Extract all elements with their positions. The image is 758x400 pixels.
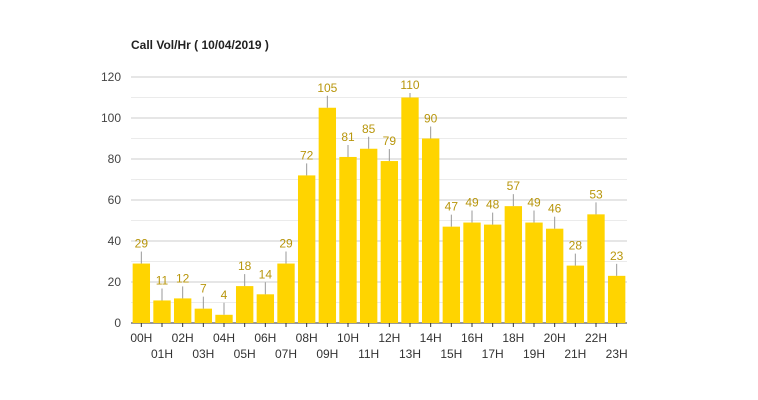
bar-12H: [380, 161, 399, 323]
bar-17H: [483, 224, 502, 323]
y-tick-label: 100: [101, 111, 121, 125]
data-label-13H: 110: [400, 78, 419, 92]
bar-20H: [545, 228, 564, 323]
bar-04H: [215, 314, 233, 323]
x-tick-label: 15H: [440, 347, 462, 361]
bar-23H: [607, 275, 626, 323]
x-tick-label: 18H: [502, 331, 524, 345]
bars: [132, 97, 626, 323]
bar-11H: [359, 148, 378, 323]
x-axis: 00H 01H 02H 03H 04H 05H 06H 07H 08H 09H 10H 11H 12H 1…: [130, 323, 628, 361]
bar-19H: [525, 222, 543, 323]
x-tick-label: 20H: [544, 331, 566, 345]
x-tick-label: 06H: [254, 331, 276, 345]
bar-16H: [463, 222, 481, 323]
data-labels: 29 11 12 7 4 18 14 29 72 105 81 85 79 110 90 47 49 48 57 49…: [135, 78, 624, 315]
data-label-05H: 18: [238, 259, 252, 273]
x-tick-label: 13H: [399, 347, 421, 361]
data-label-16H: 49: [465, 196, 479, 210]
x-tick-label: 10H: [337, 331, 359, 345]
x-tick-label: 22H: [585, 331, 607, 345]
data-label-23H: 23: [610, 249, 624, 263]
data-label-01H: 11: [156, 273, 169, 287]
bar-02H: [173, 298, 192, 323]
data-label-12H: 79: [383, 134, 397, 148]
y-tick-label: 20: [108, 275, 122, 289]
data-label-18H: 57: [507, 179, 521, 193]
data-label-17H: 48: [486, 198, 500, 212]
x-tick-label: 07H: [275, 347, 297, 361]
bar-03H: [194, 308, 213, 323]
bar-14H: [421, 138, 440, 323]
x-tick-label: 01H: [151, 347, 173, 361]
data-label-14H: 90: [424, 112, 438, 126]
data-label-20H: 46: [548, 202, 562, 216]
data-label-15H: 47: [445, 200, 459, 214]
bar-10H: [339, 156, 357, 323]
bar-09H: [318, 107, 337, 323]
y-tick-label: 40: [108, 234, 122, 248]
x-tick-label: 03H: [192, 347, 214, 361]
bar-07H: [277, 263, 295, 323]
bar-15H: [442, 226, 461, 323]
data-label-09H: 105: [317, 81, 337, 95]
bar-22H: [587, 214, 605, 323]
bar-08H: [297, 175, 316, 323]
data-label-19H: 49: [527, 196, 541, 210]
data-label-00H: 29: [135, 237, 149, 251]
x-tick-label: 14H: [420, 331, 442, 345]
y-tick-label: 60: [108, 193, 122, 207]
y-tick-label: 120: [101, 70, 121, 84]
x-tick-label: 16H: [461, 331, 483, 345]
x-tick-label: 02H: [172, 331, 194, 345]
x-tick-label: 04H: [213, 331, 235, 345]
x-tick-label: 17H: [482, 347, 504, 361]
data-label-08H: 72: [300, 148, 314, 162]
bar-05H: [235, 286, 254, 323]
data-label-06H: 14: [259, 267, 273, 281]
x-tick-label: 23H: [606, 347, 628, 361]
bar-06H: [256, 294, 275, 323]
x-tick-label: 11H: [358, 347, 379, 361]
x-tick-label: 08H: [296, 331, 318, 345]
data-label-02H: 12: [176, 271, 190, 285]
data-label-04H: 4: [221, 288, 228, 302]
x-tick-label: 12H: [378, 331, 400, 345]
x-tick-label: 21H: [564, 347, 586, 361]
x-tick-label: 05H: [234, 347, 256, 361]
y-tick-label: 80: [108, 152, 122, 166]
chart-title: Call Vol/Hr ( 10/04/2019 ): [131, 38, 269, 52]
bar-13H: [401, 97, 419, 323]
bar-21H: [566, 265, 585, 323]
data-label-21H: 28: [569, 239, 583, 253]
y-tick-label: 0: [114, 316, 121, 330]
y-axis: 0 20 40 60 80 100 120: [101, 70, 121, 330]
data-label-22H: 53: [589, 187, 603, 201]
x-tick-label: 00H: [130, 331, 152, 345]
data-label-03H: 7: [200, 282, 207, 296]
bar-01H: [153, 300, 171, 323]
x-tick-label: 09H: [316, 347, 338, 361]
bar-00H: [132, 263, 151, 323]
data-label-07H: 29: [279, 237, 293, 251]
x-tick-label: 19H: [523, 347, 545, 361]
data-label-11H: 85: [362, 122, 376, 136]
gridlines: [131, 76, 627, 324]
data-label-10H: 81: [341, 130, 355, 144]
bar-18H: [504, 206, 523, 323]
